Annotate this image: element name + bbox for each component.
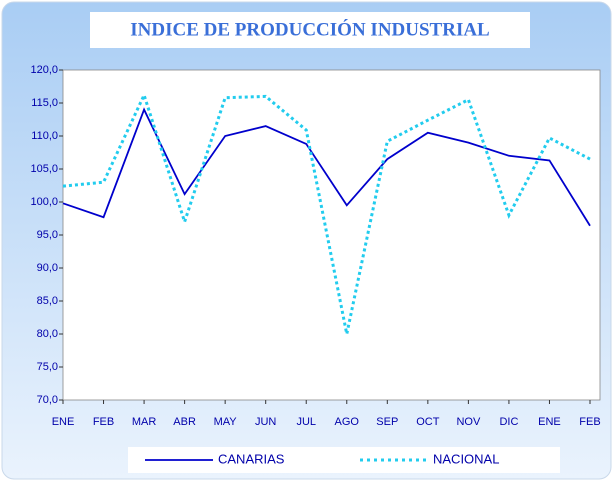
title-box xyxy=(90,12,530,48)
x-tick-label: JUL xyxy=(296,416,316,428)
y-tick-label: 75,0 xyxy=(37,361,58,373)
y-tick-label: 100,0 xyxy=(30,196,58,208)
x-tick-label: FEB xyxy=(579,416,600,428)
legend-label: CANARIAS xyxy=(218,451,285,466)
x-tick-label: MAY xyxy=(214,416,238,428)
x-tick-label: NOV xyxy=(456,416,481,428)
x-tick-label: OCT xyxy=(416,416,440,428)
x-tick-label: ABR xyxy=(173,416,196,428)
x-tick-label: JUN xyxy=(255,416,276,428)
x-tick-label: FEB xyxy=(93,416,114,428)
y-tick-label: 80,0 xyxy=(37,328,58,340)
chart-title: INDICE DE PRODUCCIÓN INDUSTRIAL xyxy=(130,18,489,40)
x-tick-label: ENE xyxy=(538,416,561,428)
y-tick-label: 110,0 xyxy=(31,130,58,142)
legend-label: NACIONAL xyxy=(433,451,499,466)
y-tick-label: 120,0 xyxy=(30,64,58,76)
series-line xyxy=(62,90,591,335)
y-tick-label: 95,0 xyxy=(37,229,58,241)
x-tick-label: AGO xyxy=(335,416,360,428)
series-line xyxy=(62,107,591,227)
y-tick-label: 70,0 xyxy=(37,394,58,406)
plot-area xyxy=(62,69,601,401)
y-tick-label: 90,0 xyxy=(37,262,58,274)
y-tick-label: 115,0 xyxy=(31,97,58,109)
x-tick-label: ENE xyxy=(52,416,75,428)
x-tick-label: MAR xyxy=(132,416,157,428)
x-tick-label: SEP xyxy=(376,416,398,428)
y-tick-label: 105,0 xyxy=(30,163,58,175)
y-tick-label: 85,0 xyxy=(37,295,58,307)
x-tick-label: DIC xyxy=(499,416,518,428)
